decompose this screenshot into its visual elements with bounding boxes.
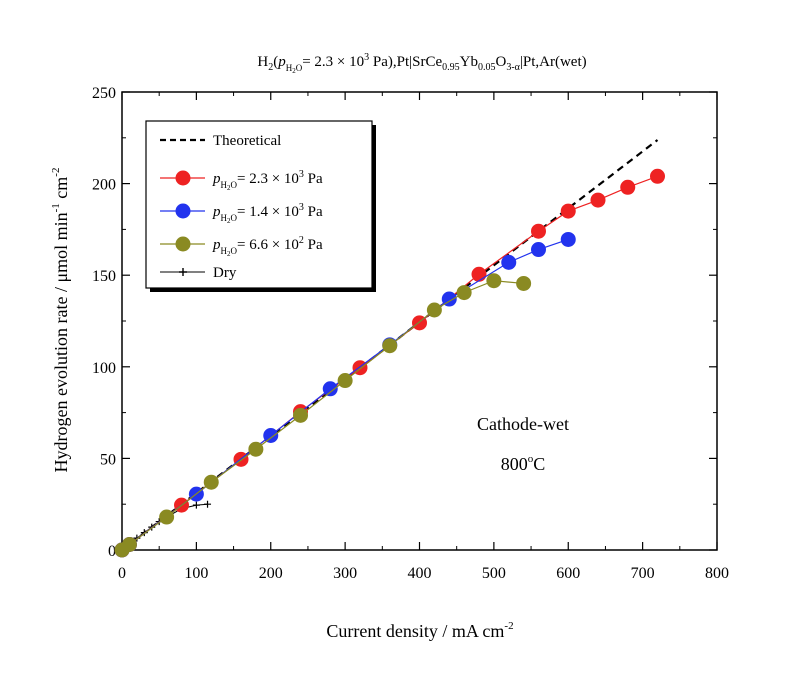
- data-point-3: [122, 537, 137, 552]
- x-tick-label: 300: [333, 565, 357, 582]
- x-tick-label: 800: [705, 565, 729, 582]
- data-point-1: [561, 204, 576, 219]
- data-point-3: [516, 276, 531, 291]
- x-axis-label-part: -2: [504, 620, 513, 632]
- data-point-3: [457, 285, 472, 300]
- data-point-3: [204, 475, 219, 490]
- legend-label: Dry: [213, 265, 237, 281]
- x-tick-label: 600: [556, 565, 580, 582]
- x-axis-label-part: Current density / mA cm: [326, 621, 504, 641]
- annotation-temperature-unit: C: [533, 454, 545, 474]
- data-point-1: [472, 267, 487, 282]
- title-part: Yb: [460, 54, 478, 70]
- title-part: 3-α: [506, 62, 520, 73]
- title-part: 0.05: [478, 62, 496, 73]
- y-tick-label: 200: [92, 177, 116, 194]
- title-part: H: [257, 54, 268, 70]
- chart-title: H2(pH2O= 2.3 × 103 Pa),Pt|SrCe0.95Yb0.05…: [257, 52, 586, 75]
- data-point-dry: [193, 502, 200, 509]
- hydrogen-evolution-chart: H2(pH2O= 2.3 × 103 Pa),Pt|SrCe0.95Yb0.05…: [0, 0, 800, 686]
- legend-label-part: = 6.6 × 10: [237, 237, 299, 253]
- y-axis-label-part: -1: [50, 203, 62, 212]
- legend-label-part: Pa: [304, 204, 323, 220]
- data-point-3: [382, 338, 397, 353]
- x-tick-label: 200: [259, 565, 283, 582]
- annotation-temperature-value: 800: [501, 454, 528, 474]
- data-point-1: [620, 180, 635, 195]
- annotation-condition: Cathode-wet: [477, 414, 569, 434]
- y-axis-label: Hydrogen evolution rate / μmol min-1 cm-…: [50, 168, 71, 473]
- data-point-3: [427, 303, 442, 318]
- data-point-3: [159, 510, 174, 525]
- y-axis-label-part: -2: [50, 168, 62, 177]
- legend-label-part: Pa: [304, 171, 323, 187]
- data-point-2: [263, 428, 278, 443]
- title-part: Pa),Pt|SrCe: [369, 54, 442, 70]
- y-axis-label-part: Hydrogen evolution rate / μmol min: [51, 212, 71, 472]
- x-tick-label: 0: [118, 565, 126, 582]
- x-axis-label: Current density / mA cm-2: [326, 620, 513, 641]
- data-point-3: [486, 273, 501, 288]
- data-point-2: [501, 255, 516, 270]
- x-tick-label: 400: [408, 565, 432, 582]
- y-tick-label: 50: [100, 451, 116, 468]
- legend-label-part: = 1.4 × 10: [237, 204, 299, 220]
- legend-label-part: = 2.3 × 10: [237, 171, 299, 187]
- annotation-temperature: 800oC: [501, 453, 546, 474]
- x-tick-label: 100: [184, 565, 208, 582]
- data-point-1: [531, 224, 546, 239]
- data-point-3: [338, 373, 353, 388]
- data-point-3: [293, 408, 308, 423]
- y-axis-label-part: cm: [51, 177, 71, 204]
- legend-label-part: Pa: [304, 237, 323, 253]
- y-tick-label: 150: [92, 268, 116, 285]
- data-point-3: [248, 442, 263, 457]
- y-tick-label: 250: [92, 85, 116, 102]
- series-3: [115, 273, 532, 557]
- legend-label: Theoretical: [213, 133, 281, 149]
- x-tick-label: 700: [631, 565, 655, 582]
- x-tick-label: 500: [482, 565, 506, 582]
- title-part: |Pt,Ar(wet): [520, 54, 587, 70]
- title-part: O: [495, 54, 506, 70]
- legend-swatch-marker: [176, 204, 191, 219]
- y-tick-label: 100: [92, 360, 116, 377]
- data-point-2: [561, 232, 576, 247]
- legend-swatch-marker: [176, 237, 191, 252]
- data-point-1: [591, 193, 606, 208]
- data-point-dry: [204, 501, 211, 508]
- data-point-2: [531, 242, 546, 257]
- title-part: = 2.3 × 10: [302, 54, 364, 70]
- legend-swatch-marker: [176, 171, 191, 186]
- title-part: 0.95: [442, 62, 460, 73]
- data-point-1: [650, 169, 665, 184]
